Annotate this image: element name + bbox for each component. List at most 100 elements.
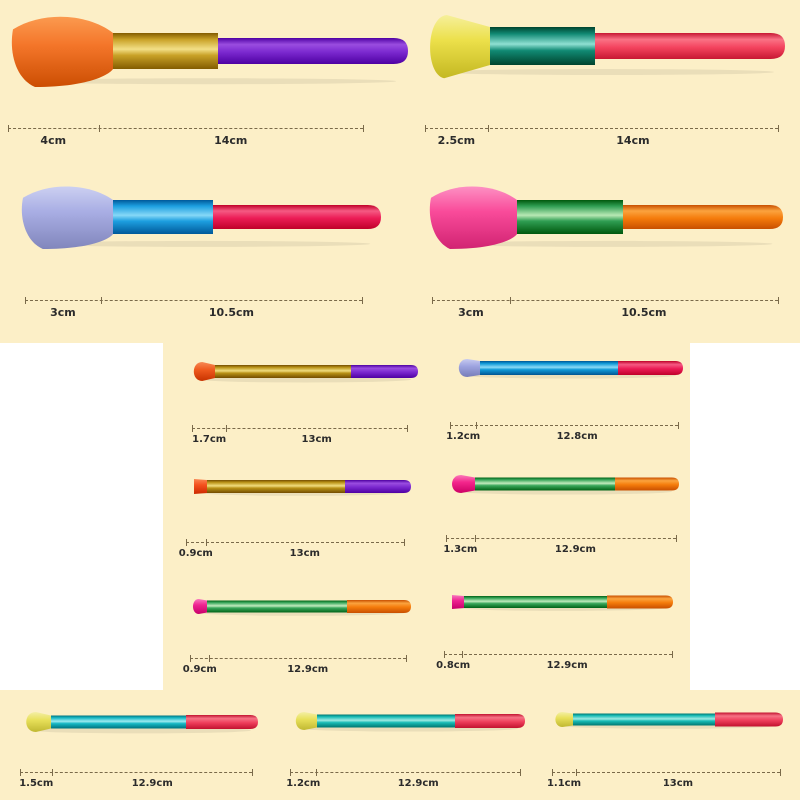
brush-handle bbox=[351, 365, 418, 378]
brush-handle bbox=[595, 33, 785, 59]
dimension-line bbox=[186, 542, 404, 543]
dimension-tick bbox=[100, 297, 102, 304]
brush-ferrule bbox=[517, 200, 623, 234]
brush-item[interactable] bbox=[292, 705, 530, 737]
dimension-tick bbox=[487, 125, 489, 132]
brush-handle bbox=[347, 600, 411, 613]
dimension-tick bbox=[252, 769, 253, 776]
dimension-tick bbox=[444, 651, 445, 658]
dimension-label: 1.2cm bbox=[286, 778, 321, 789]
brush-item[interactable] bbox=[552, 705, 788, 734]
brush-ferrule bbox=[113, 200, 213, 234]
dimension-label: 3cm bbox=[458, 306, 484, 319]
dimension-label: 1.3cm bbox=[443, 544, 478, 555]
brush-illustration bbox=[193, 362, 418, 383]
dimension-tick bbox=[407, 425, 408, 432]
dimension-label: 4cm bbox=[40, 134, 67, 147]
brush-item[interactable] bbox=[448, 468, 684, 500]
brush-handle bbox=[623, 205, 783, 229]
brush-item[interactable] bbox=[448, 588, 678, 616]
brush-illustration bbox=[194, 479, 411, 496]
brush-item[interactable] bbox=[190, 592, 416, 621]
brush-illustration bbox=[11, 16, 408, 87]
dimension-label: 12.9cm bbox=[554, 544, 596, 555]
dimension-line bbox=[8, 128, 363, 129]
brush-ferrule bbox=[207, 480, 345, 493]
brush-ferrule bbox=[207, 600, 347, 613]
brush-bristles bbox=[452, 595, 464, 609]
brush-ferrule bbox=[464, 596, 607, 608]
brush-illustration bbox=[555, 712, 783, 729]
dimension-tick bbox=[672, 651, 673, 658]
dimension-label: 12.9cm bbox=[287, 664, 329, 675]
dimension-label: 13cm bbox=[301, 434, 332, 445]
dimension-line bbox=[552, 772, 780, 773]
dimension-tick bbox=[404, 539, 405, 546]
dimension-tick bbox=[676, 535, 677, 542]
dimension-tick bbox=[186, 539, 187, 546]
dimension-tick bbox=[509, 297, 511, 304]
dimension-tick bbox=[450, 422, 451, 429]
dimension-line bbox=[425, 128, 778, 129]
brush-item[interactable] bbox=[10, 8, 413, 94]
dimension-line bbox=[20, 772, 252, 773]
dimension-tick bbox=[52, 769, 54, 776]
dimension-tick bbox=[520, 769, 521, 776]
dimension-line bbox=[192, 428, 407, 429]
dimension-tick bbox=[678, 422, 679, 429]
brush-illustration bbox=[429, 186, 783, 249]
dimension-label: 14cm bbox=[214, 134, 248, 147]
dimension-label: 10.5cm bbox=[208, 306, 254, 319]
dimension-tick bbox=[362, 297, 363, 304]
brush-item[interactable] bbox=[425, 8, 790, 84]
dimension-tick bbox=[778, 297, 779, 304]
dimension-tick bbox=[425, 125, 426, 132]
dimension-label: 1.7cm bbox=[192, 434, 227, 445]
dimension-tick bbox=[476, 422, 478, 429]
dimension-tick bbox=[552, 769, 553, 776]
brush-bristles bbox=[429, 186, 517, 249]
brush-bristles bbox=[26, 712, 51, 732]
dimension-tick bbox=[290, 769, 291, 776]
dimension-label: 3cm bbox=[50, 306, 76, 319]
dimension-label: 13cm bbox=[289, 548, 320, 559]
brush-illustration bbox=[452, 475, 679, 495]
dimension-tick bbox=[209, 655, 211, 662]
brush-bristles bbox=[452, 475, 475, 493]
brush-shadow bbox=[33, 240, 371, 247]
brush-illustration bbox=[295, 712, 525, 732]
brush-ferrule bbox=[490, 27, 595, 65]
background-panel-middle bbox=[163, 343, 690, 690]
dimension-tick bbox=[25, 297, 26, 304]
dimension-line bbox=[450, 425, 678, 426]
dimension-tick bbox=[98, 125, 100, 132]
dimension-label: 1.2cm bbox=[446, 431, 481, 442]
brush-item[interactable] bbox=[428, 178, 788, 256]
dimension-tick bbox=[432, 297, 433, 304]
brush-illustration bbox=[21, 186, 381, 249]
dimension-label: 13cm bbox=[662, 778, 694, 789]
dimension-tick bbox=[446, 535, 447, 542]
dimension-label: 2.5cm bbox=[437, 134, 476, 147]
brush-shadow bbox=[441, 240, 773, 247]
dimension-label: 0.9cm bbox=[178, 548, 213, 559]
brush-ferrule bbox=[480, 361, 618, 375]
dimension-line bbox=[444, 654, 672, 655]
dimension-tick bbox=[190, 655, 191, 662]
dimension-label: 1.1cm bbox=[546, 778, 581, 789]
brush-item[interactable] bbox=[22, 705, 263, 739]
dimension-tick bbox=[8, 125, 9, 132]
dimension-tick bbox=[205, 539, 207, 546]
brush-item[interactable] bbox=[20, 178, 386, 256]
brush-item[interactable] bbox=[190, 472, 416, 501]
brush-item[interactable] bbox=[190, 355, 423, 388]
brush-item[interactable] bbox=[455, 352, 688, 384]
dimension-tick bbox=[406, 655, 407, 662]
brush-illustration bbox=[458, 359, 683, 379]
dimension-tick bbox=[778, 125, 779, 132]
dimension-tick bbox=[575, 769, 577, 776]
brush-handle bbox=[213, 205, 381, 229]
brush-illustration bbox=[430, 15, 785, 79]
brush-shadow bbox=[24, 78, 397, 85]
